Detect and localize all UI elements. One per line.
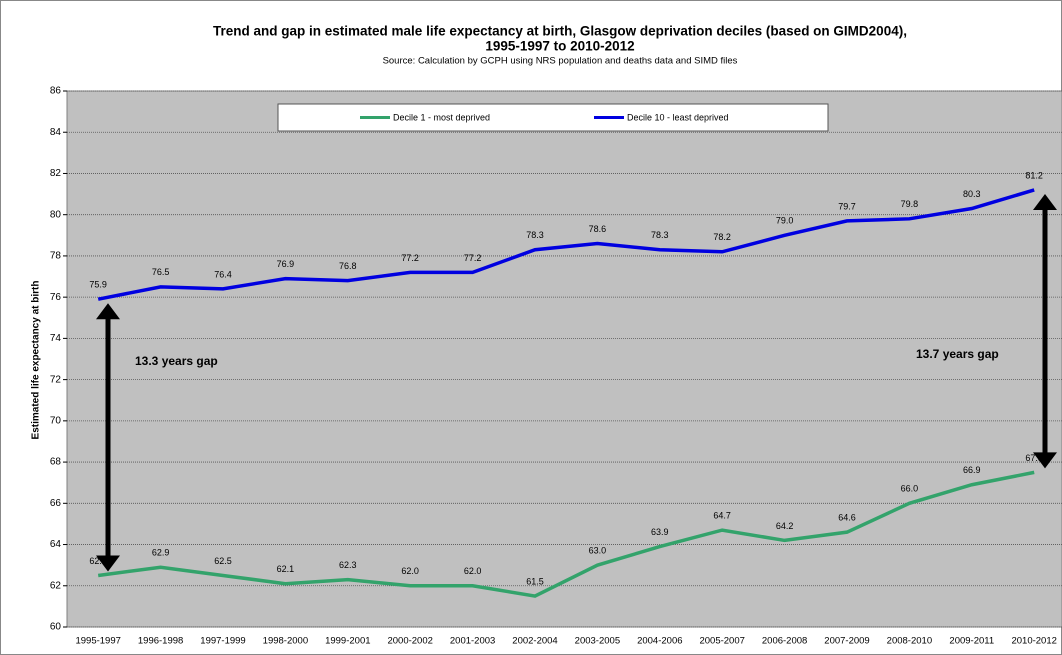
x-tick-label: 2005-2007 (699, 636, 744, 647)
x-tick-label: 2008-2010 (887, 636, 932, 647)
data-label: 63.0 (589, 546, 607, 556)
x-tick-label: 2003-2005 (575, 636, 620, 647)
x-tick-label: 1996-1998 (138, 636, 183, 647)
y-tick-label: 62 (50, 580, 62, 591)
data-label: 66.9 (963, 465, 981, 475)
x-tick-label: 2004-2006 (637, 636, 682, 647)
plot-background (66, 90, 1062, 628)
data-label: 62.0 (464, 566, 482, 576)
data-label: 62.3 (339, 560, 357, 570)
data-label: 78.3 (651, 230, 669, 240)
data-label: 62.9 (152, 548, 170, 558)
x-tick-label: 1998-2000 (263, 636, 308, 647)
data-label: 76.8 (339, 261, 357, 271)
data-label: 80.3 (963, 189, 981, 199)
chart-title: Trend and gap in estimated male life exp… (213, 24, 907, 39)
data-label: 76.4 (214, 269, 232, 279)
y-tick-label: 74 (50, 333, 62, 344)
data-label: 79.7 (838, 201, 856, 211)
data-label: 79.0 (776, 216, 794, 226)
chart-title-line2: 1995-1997 to 2010-2012 (485, 39, 634, 54)
x-tick-label: 2007-2009 (824, 636, 869, 647)
data-label: 64.6 (838, 513, 856, 523)
data-label: 77.2 (464, 253, 482, 263)
data-label: 64.2 (776, 521, 794, 531)
legend-label: Decile 10 - least deprived (627, 112, 729, 122)
data-label: 62.5 (89, 556, 107, 566)
data-label: 77.2 (401, 253, 419, 263)
y-tick-label: 66 (50, 498, 62, 509)
data-label: 76.9 (277, 259, 295, 269)
annotation: 13.7 years gap (916, 347, 999, 361)
x-tick-label: 2009-2011 (949, 636, 994, 647)
x-tick-label: 2010-2012 (1011, 636, 1056, 647)
y-tick-label: 84 (50, 127, 62, 138)
data-label: 61.5 (526, 576, 544, 586)
arrow-head (96, 555, 120, 572)
data-label: 76.5 (152, 267, 170, 277)
y-tick-label: 82 (50, 168, 62, 179)
y-tick-label: 80 (50, 209, 62, 220)
x-tick-label: 1999-2001 (325, 636, 370, 647)
data-label: 66.0 (901, 484, 919, 494)
x-tick-label: 1997-1999 (200, 636, 245, 647)
annotation: 13.3 years gap (135, 354, 218, 368)
data-label: 67.5 (1025, 453, 1043, 463)
x-tick-label: 2002-2004 (512, 636, 557, 647)
x-tick-label: 2001-2003 (450, 636, 495, 647)
data-label: 62.1 (277, 564, 295, 574)
data-label: 81.2 (1025, 170, 1043, 180)
data-label: 64.7 (713, 510, 731, 520)
y-tick-label: 64 (50, 539, 62, 550)
chart-subtitle: Source: Calculation by GCPH using NRS po… (383, 56, 738, 67)
x-tick-label: 2000-2002 (387, 636, 432, 647)
data-label: 78.2 (713, 232, 731, 242)
y-tick-label: 70 (50, 415, 62, 426)
arrow-head (1033, 193, 1057, 210)
x-tick-label: 2006-2008 (762, 636, 807, 647)
data-label: 75.9 (89, 280, 107, 290)
y-axis-label: Estimated life expectancy at birth (31, 281, 42, 440)
data-label: 78.3 (526, 230, 544, 240)
y-tick-label: 72 (50, 374, 62, 385)
data-label: 62.0 (401, 566, 419, 576)
data-label: 63.9 (651, 527, 669, 537)
arrow-head (96, 303, 120, 320)
y-tick-label: 68 (50, 457, 62, 468)
arrow-head (1033, 452, 1057, 469)
series-line (97, 188, 1035, 301)
y-tick-label: 76 (50, 292, 62, 303)
data-label: 62.5 (214, 556, 232, 566)
y-tick-label: 60 (50, 622, 62, 633)
y-tick-label: 86 (50, 86, 62, 97)
x-tick-label: 1995-1997 (75, 636, 120, 647)
series-line (97, 470, 1035, 598)
y-tick-label: 78 (50, 251, 62, 262)
data-label: 79.8 (901, 199, 919, 209)
legend-label: Decile 1 - most deprived (393, 112, 490, 122)
data-label: 78.6 (589, 224, 607, 234)
